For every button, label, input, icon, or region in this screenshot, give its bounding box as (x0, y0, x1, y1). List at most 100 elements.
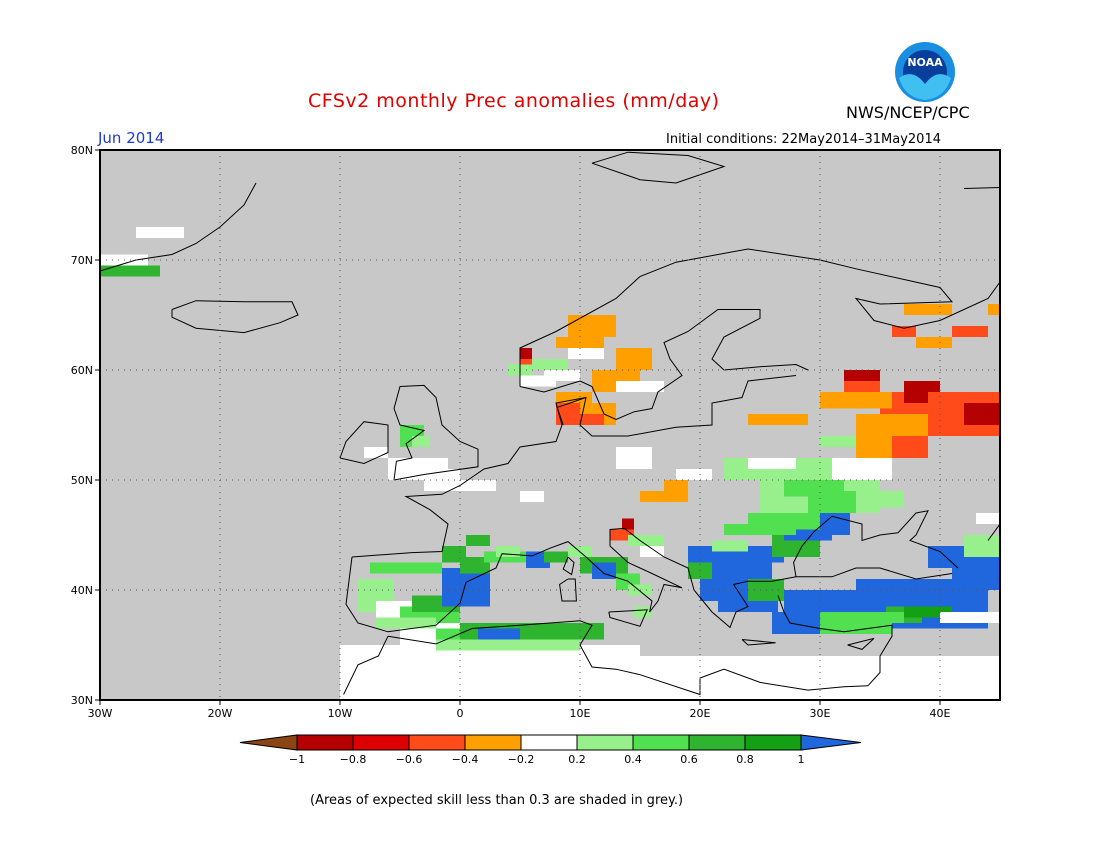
anomaly-cell (496, 546, 520, 557)
anomaly-cell (520, 491, 544, 502)
anomaly-cell (136, 227, 184, 238)
lat-label: 50N (71, 474, 93, 487)
anomaly-cell (610, 529, 634, 541)
anomaly-cell (856, 491, 904, 508)
forecast-month: Jun 2014 (98, 129, 165, 147)
anomaly-cell (634, 606, 652, 618)
coastline (987, 523, 1000, 541)
anomaly-cell (568, 315, 616, 337)
colorbar-low-arrow (239, 734, 298, 751)
map-title: CFSv2 monthly Prec anomalies (mm/day) (308, 90, 720, 112)
lon-label: 20E (690, 707, 711, 720)
anomaly-cell (520, 623, 604, 640)
anomaly-cells (100, 227, 1000, 700)
coastline (171, 300, 299, 334)
map-border (99, 149, 1001, 701)
lon-label: 40E (930, 707, 951, 720)
latitude-labels: 80N 70N 60N 50N 40N 30N (71, 144, 100, 707)
colorbar-swatch (464, 734, 522, 751)
longitude-labels: 30W 20W 10W 0 10E 20E 30E 40E (88, 700, 951, 720)
anomaly-cell (628, 535, 664, 546)
coastline (741, 639, 776, 646)
anomaly-cell (964, 403, 1000, 425)
anomaly-cell (748, 458, 796, 469)
anomaly-cell (568, 414, 604, 425)
anomaly-cell (400, 469, 460, 480)
lon-label: 0 (457, 707, 464, 720)
skill-footnote: (Areas of expected skill less than 0.3 a… (310, 793, 684, 808)
anomaly-cell (532, 359, 568, 370)
coastline (847, 637, 875, 650)
colorbar-swatch (520, 734, 578, 751)
anomaly-cell (442, 546, 466, 563)
colorbar-swatch (688, 734, 746, 751)
anomaly-cell (460, 557, 490, 574)
colorbar-tick-label: −0.4 (452, 753, 479, 766)
anomaly-cell (364, 447, 388, 458)
coastline (608, 609, 648, 627)
anomaly-cell (700, 557, 772, 579)
anomaly-cell (520, 375, 556, 387)
colorbar-tick-label: 0.2 (568, 753, 586, 766)
colorbar-swatch (744, 734, 802, 751)
anomaly-cell (904, 304, 952, 315)
anomaly-cell (988, 304, 1000, 315)
anomaly-cell (616, 348, 652, 370)
anomaly-cell (856, 436, 892, 458)
anomaly-cell (568, 348, 604, 359)
anomaly-cell (964, 535, 1000, 557)
coastline (793, 510, 959, 577)
anomaly-cell (856, 414, 928, 436)
anomaly-cell (466, 535, 490, 546)
lat-label: 60N (71, 364, 93, 377)
colorbar-swatch (632, 734, 690, 751)
colorbar-tick-label: −0.2 (508, 753, 535, 766)
lon-label: 30W (88, 707, 113, 720)
coastline (393, 384, 479, 481)
anomaly-cell (916, 337, 952, 348)
colorbar-high-arrow (800, 734, 862, 751)
anomaly-cell (844, 381, 880, 392)
anomaly-cell (676, 469, 712, 480)
anomaly-cell (748, 513, 820, 530)
coastline (591, 151, 726, 184)
anomaly-cell (748, 414, 808, 425)
lon-label: 10W (328, 707, 353, 720)
anomaly-cell (868, 458, 892, 480)
initial-conditions: Initial conditions: 22May2014–31May2014 (666, 132, 941, 147)
anomaly-cell (436, 639, 580, 651)
anomaly-cell (664, 480, 688, 502)
anomaly-cell (820, 436, 880, 447)
anomaly-cell (640, 491, 664, 502)
anomaly-cell (832, 458, 868, 480)
colorbar-tick-label: 0.6 (680, 753, 698, 766)
lat-label: 70N (71, 254, 93, 267)
anomaly-cell (892, 326, 916, 337)
coastline (559, 578, 577, 602)
anomaly-cell (844, 370, 880, 381)
anomaly-cell (952, 326, 988, 337)
colorbar-swatch (296, 734, 354, 751)
coastline (351, 375, 797, 558)
anomaly-cell (976, 513, 1000, 524)
colorbar-tick-label: −0.8 (340, 753, 367, 766)
colorbar-tick-label: 0.8 (736, 753, 754, 766)
anomaly-cell (616, 447, 652, 469)
anomaly-cell (592, 562, 616, 579)
coastlines (100, 151, 1000, 696)
colorbar-tick-label: 0.4 (624, 753, 642, 766)
coastline (339, 421, 389, 465)
anomaly-cell (370, 562, 442, 574)
lat-label: 30N (71, 694, 93, 707)
anomaly-cell (412, 436, 430, 447)
coastline (556, 397, 587, 426)
anomaly-cell (892, 436, 928, 458)
anomaly-cell (616, 381, 664, 392)
lat-label: 40N (71, 584, 93, 597)
coastline (343, 635, 389, 695)
anomaly-cell (820, 392, 892, 409)
colorbar-tick-label: 1 (798, 753, 805, 766)
lon-label: 20W (208, 707, 233, 720)
anomaly-cell (376, 617, 436, 629)
